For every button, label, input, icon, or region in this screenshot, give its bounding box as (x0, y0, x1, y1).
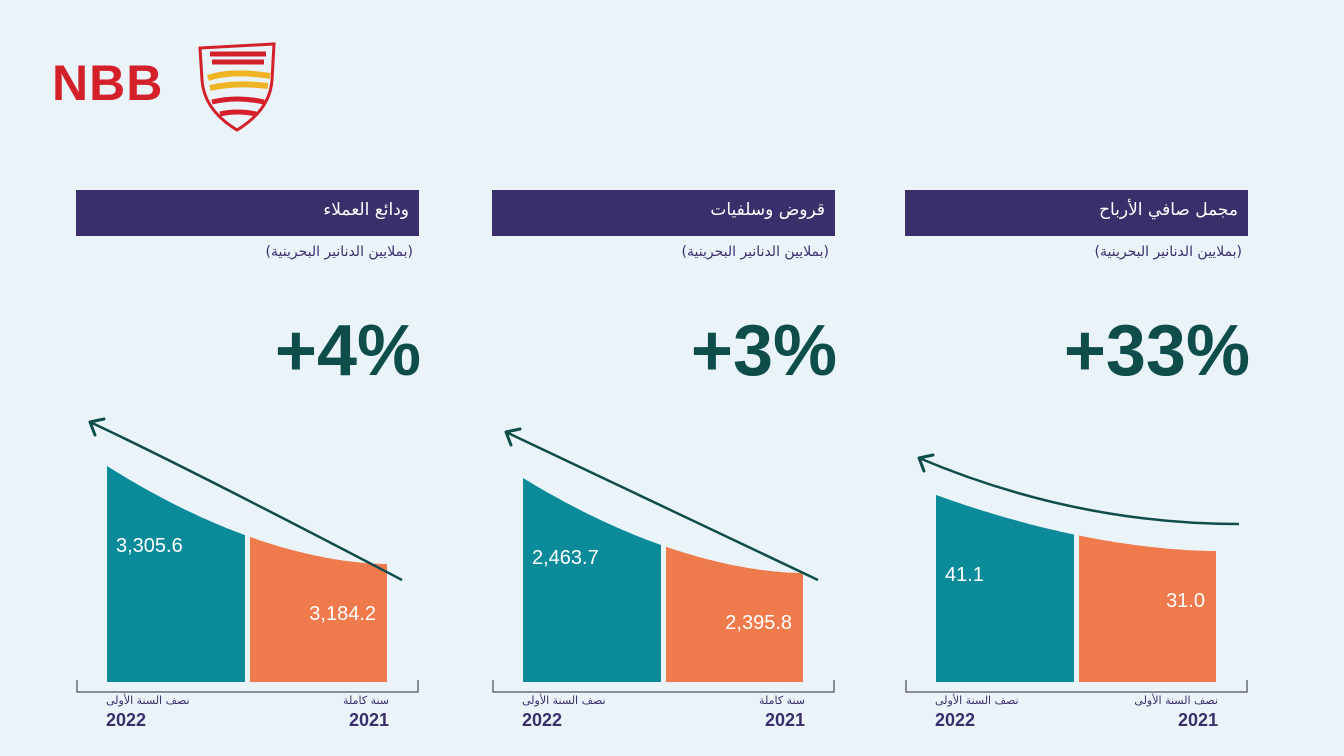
panel-title: ودائع العملاء (76, 190, 419, 236)
bar-2022 (523, 478, 661, 682)
year-label-2021: 2021 (764, 710, 805, 730)
growth-percent: +3% (690, 311, 837, 391)
growth-arrow (918, 456, 1240, 526)
year-label-2022: 2022 (935, 710, 976, 730)
period-label-2022: نصف السنة الأولى (935, 694, 1019, 707)
bar-2021 (250, 536, 387, 682)
panel-customer-deposits: ودائع العملاء (بملايين الدنانير البحريني… (76, 0, 421, 756)
bar-2022 (936, 495, 1074, 682)
logo-text: NBB (52, 55, 164, 111)
panel-net-profit: مجمل صافي الأرباح (بملايين الدنانير البح… (905, 0, 1250, 756)
growth-arrow (505, 430, 819, 582)
bar-chart: 2,463.7 2,395.8 (492, 427, 835, 693)
bar-chart: 41.1 31.0 (905, 453, 1248, 693)
year-label-2022: 2022 (522, 710, 563, 730)
panel-subtitle: (بملايين الدنانير البحرينية) (1094, 244, 1242, 260)
bar-2021 (1079, 535, 1216, 682)
logo-arabic-emblem (198, 42, 276, 132)
value-label-2021: 31.0 (1166, 590, 1205, 612)
year-label-2021: 2021 (1177, 710, 1218, 730)
x-axis (905, 680, 1248, 693)
panel-subtitle: (بملايين الدنانير البحرينية) (265, 244, 413, 260)
panel-loans-advances: قروض وسلفيات (بملايين الدنانير البحرينية… (492, 0, 837, 756)
value-label-2021: 2,395.8 (725, 612, 792, 634)
nbb-logo: NBB (52, 40, 282, 135)
value-label-2022: 3,305.6 (116, 535, 183, 557)
panel-title: مجمل صافي الأرباح (905, 190, 1248, 236)
arrow-head-icon (88, 417, 106, 437)
period-label-2021: سنة كاملة (343, 694, 389, 707)
panel-title: قروض وسلفيات (492, 190, 835, 236)
arrow-head-icon (917, 453, 935, 473)
x-axis (76, 680, 419, 693)
value-label-2021: 3,184.2 (309, 603, 376, 625)
bar-2021 (666, 546, 803, 682)
bar-chart: 3,305.6 3,184.2 (76, 417, 419, 693)
period-label-2021: سنة كاملة (759, 694, 805, 707)
bar-2022 (107, 466, 245, 682)
period-label-2022: نصف السنة الأولى (106, 694, 190, 707)
growth-arrow (89, 420, 403, 582)
year-label-2022: 2022 (106, 710, 147, 730)
value-label-2022: 41.1 (945, 564, 984, 586)
growth-percent: +4% (274, 311, 421, 391)
growth-percent: +33% (1063, 311, 1250, 391)
year-label-2021: 2021 (348, 710, 389, 730)
period-label-2021: نصف السنة الأولى (1134, 694, 1218, 707)
period-label-2022: نصف السنة الأولى (522, 694, 606, 707)
value-label-2022: 2,463.7 (532, 547, 599, 569)
panel-subtitle: (بملايين الدنانير البحرينية) (681, 244, 829, 260)
arrow-head-icon (504, 427, 522, 447)
x-axis (492, 680, 835, 693)
